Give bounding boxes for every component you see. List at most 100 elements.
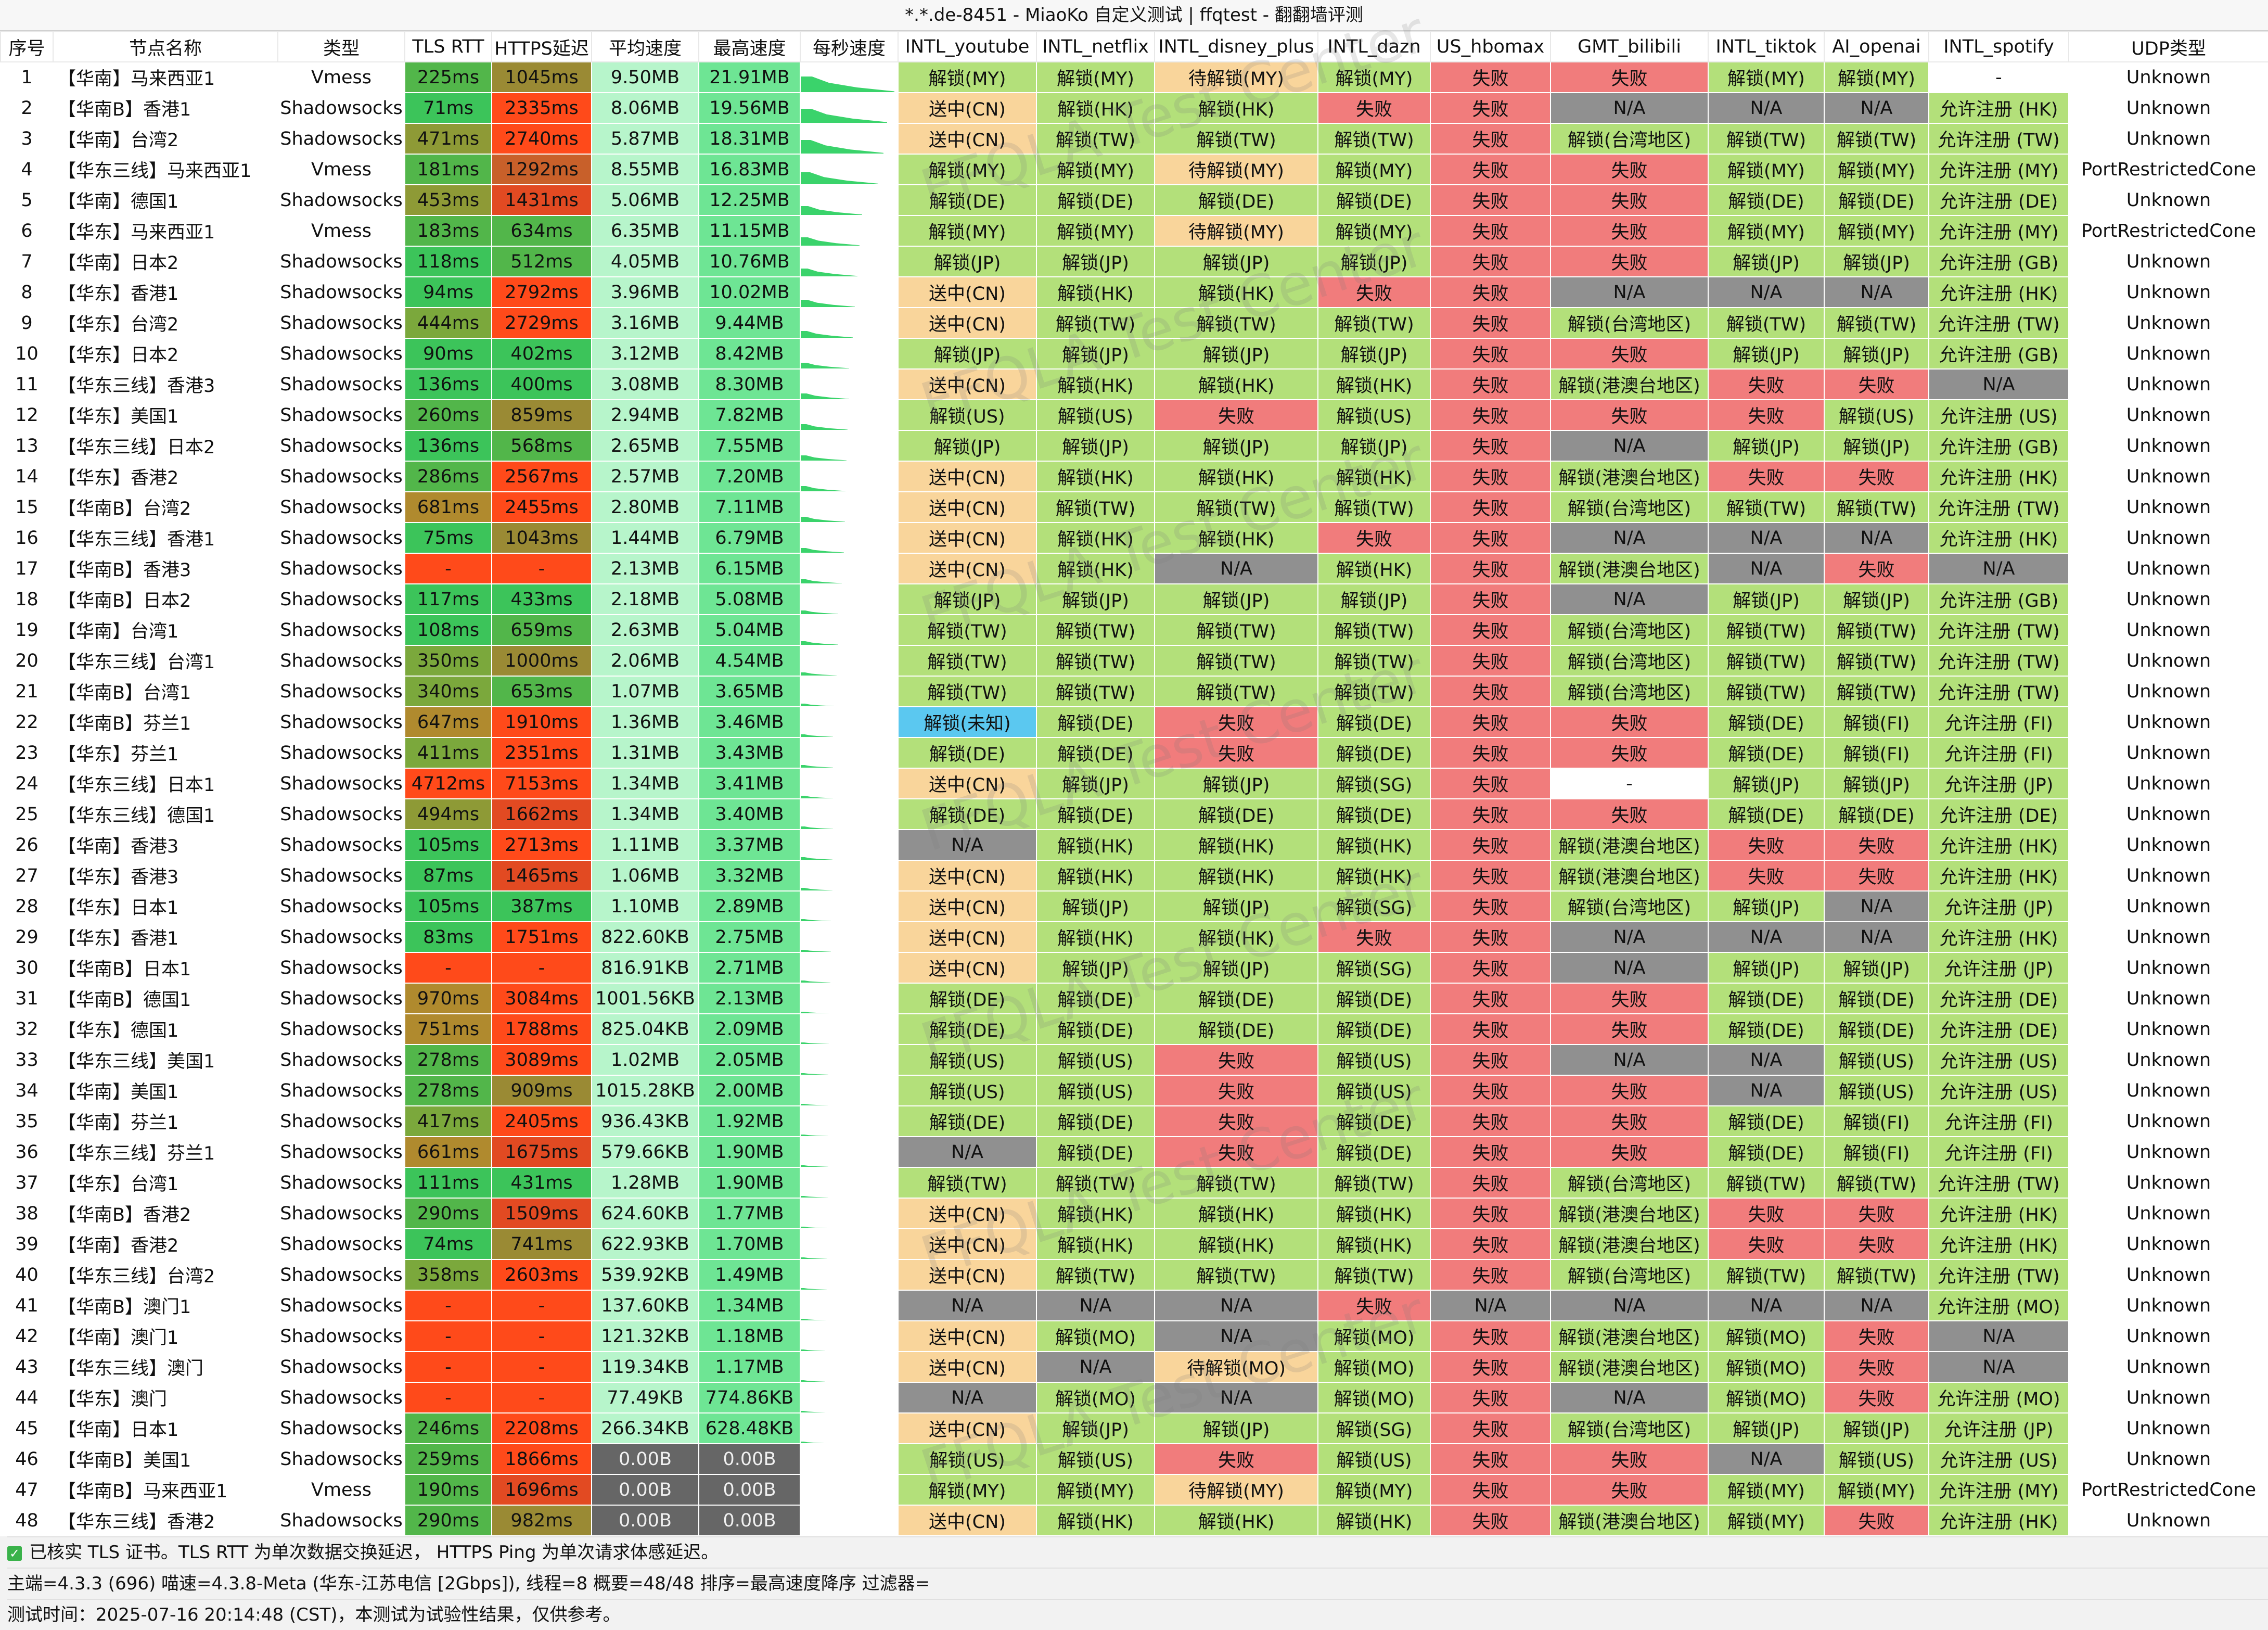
table-row[interactable]: 33 【华东三线】美国1 Shadowsocks 278ms 3089ms 1.02MB 2… [0,1044,2268,1076]
avg-speed-cell: 2.06MB [591,645,699,677]
bilibili-status-cell: 失败 [1550,1013,1709,1045]
table-row[interactable]: 26 【华南】香港3 Shadowsocks 105ms 2713ms 1.11MB 3.3… [0,829,2268,861]
table-row[interactable]: 30 【华南B】日本1 Shadowsocks - -816.91KB 2.71MB 送中(… [0,952,2268,984]
table-row[interactable]: 3 【华南】台湾2 Shadowsocks 471ms 2740ms 5.87MB 18.3… [0,123,2268,155]
table-row[interactable]: 18 【华南B】日本2 Shadowsocks 117ms 433ms 2.18MB 5.0… [0,583,2268,615]
table-row[interactable]: 5 【华南】德国1 Shadowsocks 453ms 1431ms 5.06MB 12.2… [0,184,2268,216]
node-name-cell: 【华东】台湾1 [53,1167,278,1199]
column-header[interactable]: HTTPS延迟 [491,31,592,62]
table-row[interactable]: 15 【华南B】台湾2 Shadowsocks 681ms 2455ms 2.80MB 7.… [0,491,2268,523]
table-row[interactable]: 37 【华东】台湾1 Shadowsocks 111ms 431ms 1.28MB 1.90… [0,1167,2268,1199]
udp-type-cell: Unknown [2068,1505,2268,1536]
table-row[interactable]: 40 【华东三线】台湾2 Shadowsocks 358ms 2603ms 539.92K… [0,1259,2268,1291]
spotify-status-cell: 允许注册 (FI) [1928,737,2069,769]
node-name-cell: 【华南B】香港1 [53,92,278,124]
table-row[interactable]: 48 【华东三线】香港2 Shadowsocks 290ms 982ms 0.00B 0.0… [0,1505,2268,1536]
protocol-type-cell: Shadowsocks [277,246,405,277]
tiktok-status-cell: 解锁(MY) [1708,215,1825,247]
table-row[interactable]: 13 【华东三线】日本2 Shadowsocks 136ms 568ms 2.65MB 7.… [0,430,2268,462]
udp-type-cell: Unknown [2068,184,2268,216]
table-row[interactable]: 7 【华南】日本2 Shadowsocks 118ms 512ms 4.05MB 10.76… [0,246,2268,277]
table-row[interactable]: 43 【华东三线】澳门 Shadowsocks - -119.34KB 1.17MB 送中(… [0,1351,2268,1383]
column-header[interactable]: 类型 [277,31,405,62]
table-row[interactable]: 17 【华南B】香港3 Shadowsocks - -2.13MB 6.15MB 送中(CN… [0,553,2268,584]
table-row[interactable]: 34 【华南】美国1 Shadowsocks 278ms 909ms 1015.28KB 2… [0,1075,2268,1106]
column-header[interactable]: INTL_disney_plus [1154,31,1318,62]
node-name-cell: 【华东】香港1 [53,276,278,308]
table-row[interactable]: 32 【华东】德国1 Shadowsocks 751ms 1788ms 825.04KB 2… [0,1013,2268,1045]
table-row[interactable]: 38 【华南B】香港2 Shadowsocks 290ms 1509ms 624.60KB… [0,1198,2268,1229]
netflix-status-cell: 解锁(JP) [1036,583,1155,615]
node-name-cell: 【华南B】日本2 [53,583,278,615]
netflix-status-cell: 解锁(MY) [1036,215,1155,247]
spotify-status-cell: 允许注册 (TW) [1928,614,2069,646]
column-header[interactable]: 节点名称 [53,31,278,62]
table-row[interactable]: 35 【华南】芬兰1 Shadowsocks 417ms 2405ms 936.43KB 1… [0,1105,2268,1137]
column-header[interactable]: INTL_youtube [898,31,1037,62]
table-row[interactable]: 41 【华南B】澳门1 Shadowsocks - -137.60KB 1.34MB N/A… [0,1290,2268,1321]
table-row[interactable]: 25 【华东三线】德国1 Shadowsocks 494ms 1662ms 1.34MB 3… [0,798,2268,830]
table-row[interactable]: 24 【华东三线】日本1 Shadowsocks 4712ms 7153ms 1.34MB… [0,768,2268,799]
dazn-status-cell: 解锁(HK) [1317,860,1431,892]
column-header[interactable]: TLS RTT [404,31,492,62]
table-row[interactable]: 8 【华东】香港1 Shadowsocks 94ms 2792ms 3.96MB 10.02… [0,276,2268,308]
table-row[interactable]: 39 【华南】香港2 Shadowsocks 74ms 741ms 622.93KB 1.7… [0,1228,2268,1260]
table-row[interactable]: 16 【华东三线】香港1 Shadowsocks 75ms 1043ms 1.44MB 6.… [0,522,2268,554]
table-row[interactable]: 22 【华南B】芬兰1 Shadowsocks 647ms 1910ms 1.36MB 3.… [0,706,2268,738]
openai-status-cell: N/A [1824,921,1929,953]
tls-rtt-cell: 94ms [404,276,492,308]
column-header[interactable]: INTL_dazn [1317,31,1431,62]
table-row[interactable]: 31 【华南B】德国1 Shadowsocks 970ms 3084ms 1001.56K… [0,983,2268,1014]
protocol-type-cell: Shadowsocks [277,92,405,124]
table-row[interactable]: 14 【华东】香港2 Shadowsocks 286ms 2567ms 2.57MB 7.2… [0,461,2268,492]
table-row[interactable]: 10 【华东】日本2 Shadowsocks 90ms 402ms 3.12MB 8.42M… [0,338,2268,370]
column-header[interactable]: US_hbomax [1430,31,1551,62]
table-row[interactable]: 44 【华东】澳门 Shadowsocks - -77.49KB 774.86KB N/A 解… [0,1382,2268,1413]
table-row[interactable]: 27 【华东】香港3 Shadowsocks 87ms 1465ms 1.06MB 3.32… [0,860,2268,892]
column-header[interactable]: GMT_bilibili [1550,31,1709,62]
column-header[interactable]: UDP类型 [2068,31,2268,62]
speed-sparkline-bar [801,393,849,399]
tiktok-status-cell: 解锁(TW) [1708,676,1825,707]
table-row[interactable]: 28 【华东】日本1 Shadowsocks 105ms 387ms 1.10MB 2.89… [0,890,2268,922]
table-row[interactable]: 20 【华东三线】台湾1 Shadowsocks 350ms 1000ms 2.06MB 4… [0,645,2268,677]
table-row[interactable]: 47 【华南B】马来西亚1 Vmess 190ms 1696ms 0.00B 0.00B 解锁… [0,1474,2268,1506]
spotify-status-cell: 允许注册 (GB) [1928,583,2069,615]
table-row[interactable]: 11 【华东三线】香港3 Shadowsocks 136ms 400ms 3.08MB 8.… [0,368,2268,400]
tiktok-status-cell: 解锁(JP) [1708,583,1825,615]
table-row[interactable]: 19 【华南】台湾1 Shadowsocks 108ms 659ms 2.63MB 5.04… [0,614,2268,646]
table-row[interactable]: 6 【华东】马来西亚1 Vmess 183ms 634ms 6.35MB 11.15MB 解锁… [0,215,2268,247]
index-cell: 39 [0,1228,54,1260]
hbomax-status-cell: 失败 [1430,798,1551,830]
column-header[interactable]: 最高速度 [698,31,801,62]
table-row[interactable]: 2 【华南B】香港1 Shadowsocks 71ms 2335ms 8.06MB 19.5… [0,92,2268,124]
column-header[interactable]: INTL_spotify [1928,31,2069,62]
check-icon: ✓ [7,1546,22,1561]
max-speed-cell: 3.46MB [698,706,801,738]
index-cell: 17 [0,553,54,584]
column-header[interactable]: 平均速度 [591,31,699,62]
column-header[interactable]: INTL_tiktok [1708,31,1825,62]
max-speed-cell: 1.17MB [698,1351,801,1383]
table-row[interactable]: 23 【华东】芬兰1 Shadowsocks 411ms 2351ms 1.31MB 3.4… [0,737,2268,769]
column-header[interactable]: 每秒速度 [800,31,899,62]
hbomax-status-cell: 失败 [1430,461,1551,492]
table-row[interactable]: 21 【华南B】台湾1 Shadowsocks 340ms 653ms 1.07MB 3.6… [0,676,2268,707]
tiktok-status-cell: 解锁(JP) [1708,890,1825,922]
table-row[interactable]: 42 【华南】澳门1 Shadowsocks - -121.32KB 1.18MB 送中(C… [0,1320,2268,1352]
column-header[interactable]: AI_openai [1824,31,1929,62]
table-row[interactable]: 29 【华东】香港1 Shadowsocks 83ms 1751ms 822.60KB 2.… [0,921,2268,953]
table-row[interactable]: 45 【华南】日本1 Shadowsocks 246ms 2208ms 266.34KB 6… [0,1412,2268,1444]
netflix-status-cell: 解锁(HK) [1036,860,1155,892]
tls-rtt-cell: 471ms [404,123,492,155]
table-row[interactable]: 4 【华东三线】马来西亚1 Vmess 181ms 1292ms 8.55MB 16.83M… [0,154,2268,185]
https-latency-cell: 1788ms [491,1013,592,1045]
table-row[interactable]: 12 【华东】美国1 Shadowsocks 260ms 859ms 2.94MB 7.82… [0,399,2268,431]
table-row[interactable]: 36 【华东三线】芬兰1 Shadowsocks 661ms 1675ms 579.66K… [0,1136,2268,1168]
table-row[interactable]: 9 【华东】台湾2 Shadowsocks 444ms 2729ms 3.16MB 9.44… [0,307,2268,339]
column-header[interactable]: 序号 [0,31,54,62]
column-header[interactable]: INTL_netflix [1036,31,1155,62]
openai-status-cell: N/A [1824,1290,1929,1321]
table-row[interactable]: 46 【华南B】美国1 Shadowsocks 259ms 1866ms 0.00B 0.0… [0,1443,2268,1475]
table-row[interactable]: 1 【华南】马来西亚1 Vmess 225ms 1045ms 9.50MB 21.91MB 解… [0,61,2268,93]
